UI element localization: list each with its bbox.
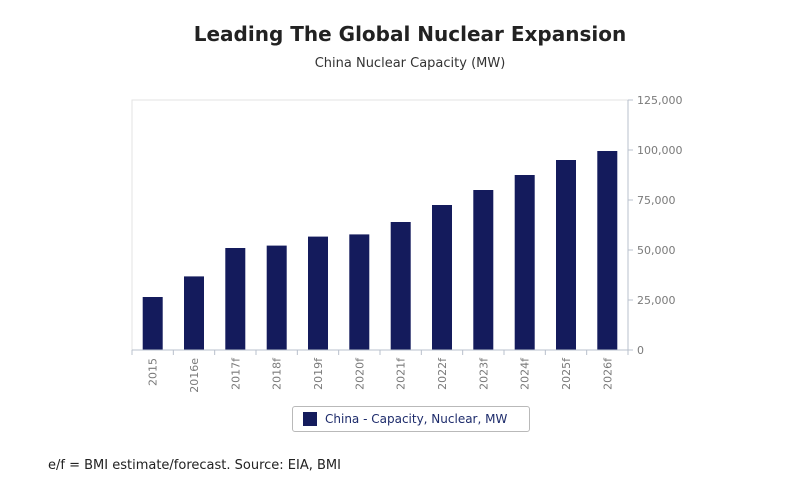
bar-2017f[interactable] [225,248,246,350]
y-tick-label: 25,000 [637,294,676,307]
x-tick-label: 2019f [312,357,325,390]
x-tick-label: 2025f [560,357,573,390]
plot-area-frame [131,99,629,351]
legend-label: China - Capacity, Nuclear, MW [325,412,508,426]
x-tick-label: 2022f [436,357,449,390]
bars-group [142,151,618,350]
x-tick-label: 2026f [601,357,614,390]
bar-2025f[interactable] [556,160,576,350]
y-tick-label: 75,000 [637,194,676,207]
legend-swatch [303,412,317,426]
chart-subtitle: China Nuclear Capacity (MW) [314,56,506,71]
bar-2022f[interactable] [432,205,452,350]
bar-2024f[interactable] [514,175,535,350]
y-tick-label: 50,000 [637,244,676,257]
x-tick-label: 2015 [147,358,160,386]
bar-2020f[interactable] [349,234,370,350]
bar-2018f[interactable] [266,245,287,350]
bar-2019f[interactable] [308,236,328,350]
footnote: e/f = BMI estimate/forecast. Source: EIA… [48,458,341,473]
bar-2023f[interactable] [473,190,494,350]
legend[interactable]: China - Capacity, Nuclear, MW [292,406,530,432]
x-tick-label: 2018f [271,357,284,390]
chart-title: Leading The Global Nuclear Expansion [193,22,627,46]
bar-2016e[interactable] [184,276,204,350]
y-axis: 125,000 100,000 75,000 50,000 25,000 0 [627,94,683,357]
x-tick-label: 2020f [353,357,366,390]
y-tick-label: 125,000 [637,94,683,107]
bar-2026f[interactable] [597,151,618,350]
bar-2021f[interactable] [390,222,411,350]
x-tick-label: 2016e [188,358,201,393]
x-tick-label: 2024f [519,357,532,390]
x-tick-label: 2023f [477,357,490,390]
y-tick-label: 0 [637,344,644,357]
x-tick-label: 2021f [395,357,408,390]
bar-2015[interactable] [142,297,163,350]
y-tick-label: 100,000 [637,144,683,157]
x-tick-label: 2017f [229,357,242,390]
x-axis: 2015 2016e 2017f 2018f 2019f 2020f 2021f 2022f 2… [131,349,629,393]
